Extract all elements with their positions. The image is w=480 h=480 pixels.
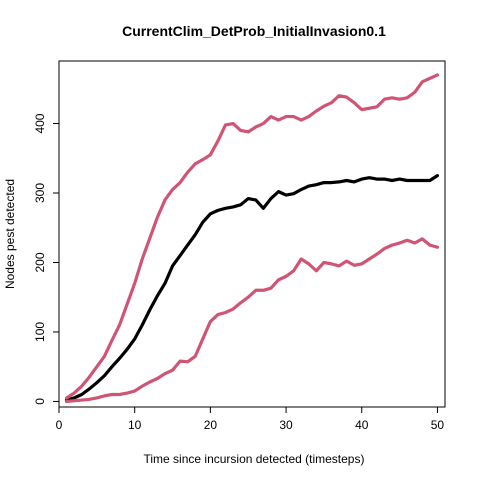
y-tick-label: 300	[33, 183, 47, 203]
x-tick-label: 20	[204, 418, 218, 432]
x-tick-label: 30	[279, 418, 293, 432]
x-axis: 0 10 20 30 40 50	[56, 406, 445, 432]
y-tick-label: 400	[33, 113, 47, 133]
x-tick-label: 40	[355, 418, 369, 432]
x-tick-label: 50	[431, 418, 445, 432]
series-layer	[64, 73, 440, 404]
x-tick-label: 10	[128, 418, 142, 432]
y-tick-label: 200	[33, 252, 47, 272]
x-tick-label: 0	[56, 418, 63, 432]
series-line-1	[64, 73, 440, 400]
y-axis: 0 100 200 300 400	[33, 113, 60, 405]
series-line-0	[64, 174, 440, 402]
y-tick-label: 0	[33, 398, 47, 405]
series-line-2	[64, 237, 440, 404]
x-axis-label: Time since incursion detected (timesteps…	[144, 452, 365, 466]
chart-title: CurrentClim_DetProb_InitialInvasion0.1	[122, 23, 386, 39]
y-tick-label: 100	[33, 322, 47, 342]
plot-frame	[58, 60, 446, 408]
y-axis-label: Nodes pest detected	[3, 179, 17, 289]
